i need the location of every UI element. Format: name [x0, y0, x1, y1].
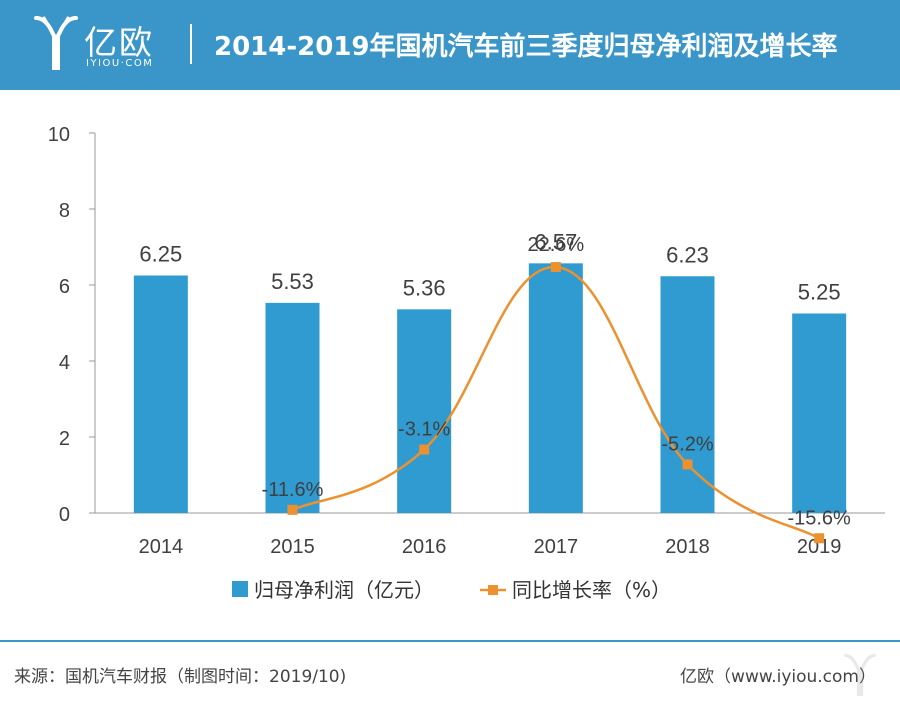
bar-value-label: 5.36	[403, 275, 446, 300]
site-credit: 亿欧（www.iyiou.com）	[680, 667, 876, 687]
page-title: 2014-2019年国机汽车前三季度归母净利润及增长率	[214, 32, 838, 62]
growth-value-label: -3.1%	[398, 419, 450, 441]
y-tick-label: 10	[48, 124, 70, 146]
y-tick-label: 6	[59, 276, 70, 298]
line-data-labels: -11.6% -3.1% 22.6% -5.2% -15.6%	[262, 234, 852, 529]
x-axis: 2014 2015 2016 2017 2018 2019	[95, 512, 885, 558]
x-tick-label: 2019	[797, 536, 842, 558]
header-bar: 亿欧 IYIOU·COM 2014-2019年国机汽车前三季度归母净利润及增长率	[0, 0, 900, 90]
footer-divider	[0, 640, 900, 642]
growth-value-label: -15.6%	[787, 507, 851, 529]
x-tick-label: 2016	[402, 536, 447, 558]
line-series	[287, 262, 825, 544]
x-tick-label: 2015	[270, 536, 315, 558]
x-tick-label: 2017	[534, 536, 579, 558]
y-tick-label: 0	[59, 504, 70, 526]
y-axis: 0 2 4 6 8 10	[48, 124, 96, 526]
combo-chart: 0 2 4 6 8 10 2014 2015 2016 2017 2018 2019 6.25 5.5…	[48, 124, 885, 602]
growth-value-label: -11.6%	[262, 479, 324, 501]
legend-bar-swatch	[232, 581, 248, 597]
bar	[792, 313, 847, 513]
legend-bar-label: 归母净利润（亿元）	[254, 578, 434, 602]
growth-value-label: -5.2%	[661, 433, 713, 455]
bar-value-label: 6.23	[666, 242, 709, 267]
logo-text: 亿欧	[84, 23, 154, 62]
source-note: 来源：国机汽车财报（制图时间：2019/10)	[14, 667, 347, 687]
legend-line-label: 同比增长率（%）	[512, 578, 671, 602]
growth-marker	[814, 533, 825, 544]
growth-marker	[550, 262, 561, 273]
legend-line-marker	[488, 585, 498, 595]
x-tick-label: 2014	[139, 536, 184, 558]
growth-marker	[287, 504, 298, 515]
bar	[133, 275, 188, 513]
bar	[528, 263, 583, 513]
bar-value-label: 5.53	[271, 269, 314, 294]
bar-data-labels: 6.25 5.53 5.36 6.57 6.23 5.25	[139, 229, 840, 304]
bar	[265, 302, 320, 513]
iyiou-logo-icon	[34, 16, 78, 70]
bar-series	[133, 263, 847, 513]
x-tick-label: 2018	[665, 536, 710, 558]
y-tick-label: 8	[59, 200, 70, 222]
growth-value-label: 22.6%	[527, 234, 584, 256]
bar-value-label: 6.25	[139, 242, 182, 267]
bar	[660, 276, 715, 513]
bar-value-label: 5.25	[798, 280, 841, 305]
chart-legend: 归母净利润（亿元） 同比增长率（%）	[232, 578, 671, 602]
bar	[397, 309, 452, 513]
bar-value-label: 6.57	[534, 229, 577, 254]
logo-subtext: IYIOU·COM	[86, 58, 154, 69]
growth-marker	[419, 444, 430, 455]
growth-marker	[682, 459, 693, 470]
y-tick-label: 4	[59, 352, 70, 374]
header-divider	[190, 24, 192, 64]
y-tick-label: 2	[59, 428, 70, 450]
watermark-logo-icon	[844, 653, 876, 696]
